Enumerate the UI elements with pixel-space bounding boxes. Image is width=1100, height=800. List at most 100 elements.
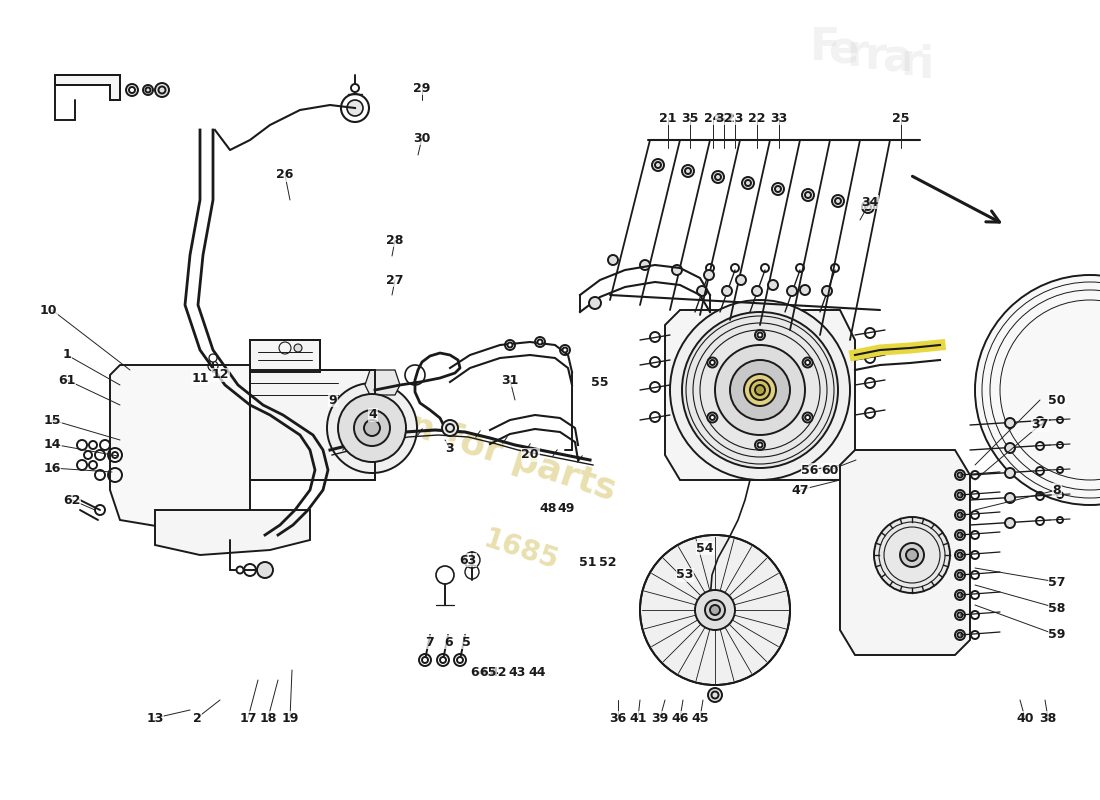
Text: 8: 8 xyxy=(1053,483,1062,497)
Circle shape xyxy=(1005,518,1015,528)
Circle shape xyxy=(955,610,965,620)
Circle shape xyxy=(707,358,717,367)
Circle shape xyxy=(772,183,784,195)
Text: 41: 41 xyxy=(629,711,647,725)
Circle shape xyxy=(832,195,844,207)
Circle shape xyxy=(736,275,746,285)
Circle shape xyxy=(562,347,568,353)
Text: 65: 65 xyxy=(480,666,497,678)
Circle shape xyxy=(957,513,962,518)
Circle shape xyxy=(364,420,380,436)
Circle shape xyxy=(1005,443,1015,453)
Circle shape xyxy=(707,413,717,422)
Circle shape xyxy=(957,473,962,478)
Circle shape xyxy=(862,201,874,213)
Circle shape xyxy=(126,84,138,96)
Circle shape xyxy=(209,354,217,362)
Text: 51: 51 xyxy=(580,555,596,569)
Circle shape xyxy=(802,189,814,201)
Text: 15: 15 xyxy=(43,414,60,426)
Polygon shape xyxy=(155,510,310,555)
Circle shape xyxy=(955,550,965,560)
Circle shape xyxy=(957,553,962,558)
Circle shape xyxy=(682,165,694,177)
Circle shape xyxy=(294,344,302,352)
Text: 31: 31 xyxy=(502,374,519,386)
Circle shape xyxy=(957,633,962,638)
Circle shape xyxy=(957,593,962,598)
Circle shape xyxy=(715,345,805,435)
Circle shape xyxy=(705,600,725,620)
Text: 54: 54 xyxy=(696,542,714,554)
Circle shape xyxy=(440,657,446,663)
Text: i: i xyxy=(918,44,933,87)
Circle shape xyxy=(652,159,664,171)
Text: 28: 28 xyxy=(386,234,404,246)
Circle shape xyxy=(697,286,707,296)
Circle shape xyxy=(155,83,169,97)
Text: 56: 56 xyxy=(801,463,818,477)
Text: 16: 16 xyxy=(43,462,60,474)
Circle shape xyxy=(900,543,924,567)
Text: F: F xyxy=(810,26,840,69)
Text: 14: 14 xyxy=(43,438,60,450)
Circle shape xyxy=(704,270,714,280)
Text: 35: 35 xyxy=(681,111,698,125)
Text: e: e xyxy=(828,29,858,72)
Circle shape xyxy=(327,383,417,473)
Text: 39: 39 xyxy=(651,711,669,725)
Circle shape xyxy=(955,490,965,500)
Circle shape xyxy=(710,360,715,365)
Circle shape xyxy=(957,613,962,618)
Circle shape xyxy=(354,410,390,446)
Text: 44: 44 xyxy=(528,666,546,678)
Text: 58: 58 xyxy=(1048,602,1066,614)
Circle shape xyxy=(456,657,463,663)
Polygon shape xyxy=(666,310,855,480)
Circle shape xyxy=(695,590,735,630)
Text: 3: 3 xyxy=(446,442,454,454)
Polygon shape xyxy=(250,370,375,480)
Circle shape xyxy=(955,590,965,600)
Text: 30: 30 xyxy=(414,131,431,145)
Circle shape xyxy=(957,493,962,498)
Text: 46: 46 xyxy=(671,711,689,725)
Circle shape xyxy=(805,360,810,365)
Text: 11: 11 xyxy=(191,371,209,385)
Circle shape xyxy=(672,265,682,275)
Circle shape xyxy=(822,286,832,296)
Circle shape xyxy=(710,415,715,420)
Text: 38: 38 xyxy=(1040,711,1057,725)
Circle shape xyxy=(257,562,273,578)
Circle shape xyxy=(112,452,118,458)
Circle shape xyxy=(750,380,770,400)
Text: 17: 17 xyxy=(240,711,256,725)
Circle shape xyxy=(351,84,359,92)
Circle shape xyxy=(422,657,428,663)
Text: 1: 1 xyxy=(63,349,72,362)
Circle shape xyxy=(100,440,110,450)
Text: 7: 7 xyxy=(426,635,434,649)
Circle shape xyxy=(710,605,720,615)
Circle shape xyxy=(758,333,762,338)
Polygon shape xyxy=(55,75,120,100)
Text: 34: 34 xyxy=(861,195,879,209)
Circle shape xyxy=(768,280,778,290)
Text: 1685: 1685 xyxy=(480,526,562,576)
Circle shape xyxy=(742,177,754,189)
Circle shape xyxy=(975,275,1100,505)
Circle shape xyxy=(705,595,715,605)
Circle shape xyxy=(786,286,798,296)
Circle shape xyxy=(708,688,722,702)
Circle shape xyxy=(341,94,368,122)
Text: 53: 53 xyxy=(676,569,694,582)
Text: 20: 20 xyxy=(521,449,539,462)
Circle shape xyxy=(640,535,790,685)
Text: 12: 12 xyxy=(211,369,229,382)
Circle shape xyxy=(236,566,243,574)
Text: 29: 29 xyxy=(414,82,431,94)
Circle shape xyxy=(338,394,406,462)
Text: 50: 50 xyxy=(1048,394,1066,406)
Circle shape xyxy=(803,358,813,367)
Text: 9: 9 xyxy=(329,394,338,406)
